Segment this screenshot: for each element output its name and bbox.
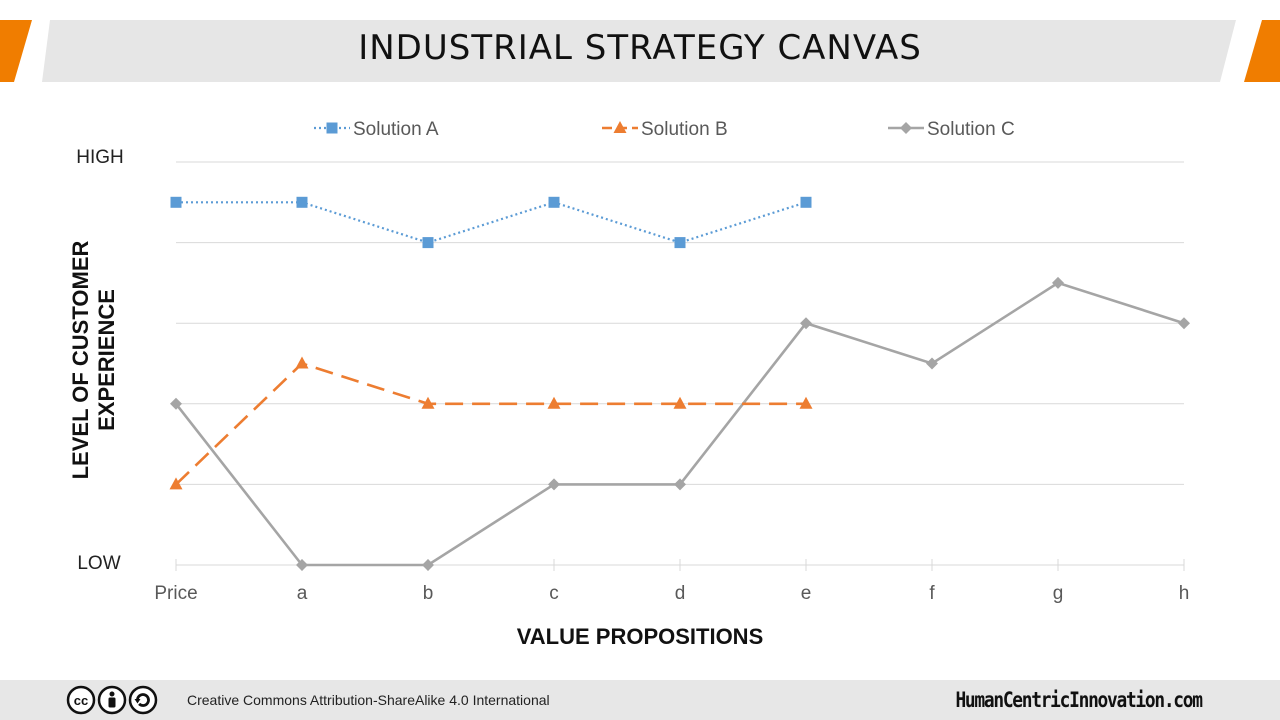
legend-label: Solution A — [353, 119, 439, 140]
license-logo: cc — [66, 685, 158, 715]
solution-c-point — [170, 397, 182, 410]
x-tick-label: d — [675, 583, 686, 604]
solution-b-point — [169, 477, 183, 490]
y-axis-tick-labels: HIGH LOW — [76, 147, 124, 574]
chart-gridlines — [176, 161, 1184, 566]
svg-text:cc: cc — [74, 693, 88, 708]
cc-icon: cc — [66, 685, 96, 715]
share-alike-icon — [128, 685, 158, 715]
solution-a-point — [548, 196, 560, 208]
x-tick-label: Price — [154, 583, 197, 604]
chart-series — [169, 196, 1190, 571]
title-banner — [42, 20, 1236, 82]
solution-a-point — [170, 196, 182, 208]
solution-b-point — [295, 356, 309, 369]
x-tick-label: a — [297, 583, 308, 604]
x-tick-label: h — [1179, 583, 1190, 604]
legend-item-solution-c: Solution C — [888, 119, 1015, 140]
solution-c-point — [422, 559, 434, 571]
legend-label: Solution C — [927, 119, 1015, 140]
y-axis-title: LEVEL OF CUSTOMEREXPERIENCE — [68, 241, 119, 480]
solution-c-point — [800, 317, 812, 330]
x-tick-label: c — [549, 583, 559, 604]
left-accent-stripe — [0, 20, 32, 82]
solution-b-line — [175, 362, 806, 486]
solution-c-point — [1052, 276, 1064, 289]
x-tick-label: e — [801, 583, 812, 604]
x-tick-label: g — [1053, 583, 1064, 604]
solution-b-point — [547, 396, 561, 409]
title-band — [0, 20, 1280, 82]
footer-bar — [0, 680, 1280, 720]
y-tick-label-low: LOW — [77, 553, 120, 574]
solution-b-point — [799, 396, 813, 409]
solution-c-point — [1178, 317, 1190, 330]
solution-c-line — [174, 281, 1185, 567]
legend-item-solution-b: Solution B — [602, 119, 728, 140]
solution-c-series — [170, 276, 1190, 571]
solution-c-point — [926, 357, 938, 370]
site-link[interactable]: HumanCentricInnovation.com — [955, 688, 1204, 712]
chart-legend: Solution A Solution B Solution C — [314, 119, 1015, 140]
solution-a-point — [674, 237, 686, 249]
solution-a-point — [800, 196, 812, 208]
legend-swatch-marker — [613, 121, 627, 133]
x-tick-label: b — [423, 583, 434, 604]
x-tick-label: f — [929, 583, 935, 604]
x-axis-tick-labels: Price a b c d e f g h — [154, 583, 1189, 604]
solution-b-point — [421, 396, 435, 409]
right-accent-stripe — [1244, 20, 1280, 82]
legend-swatch-marker — [326, 122, 338, 134]
x-axis-title: VALUE PROPOSITIONS — [517, 624, 764, 649]
solution-b-point — [673, 396, 687, 409]
legend-item-solution-a: Solution A — [314, 119, 439, 140]
y-axis-title-line: LEVEL OF CUSTOMER — [68, 241, 93, 480]
solution-b-series — [169, 356, 813, 490]
legend-label: Solution B — [641, 119, 728, 140]
slide-title: INDUSTRIAL STRATEGY CANVAS — [358, 28, 922, 68]
solution-c-point — [548, 478, 560, 491]
solution-a-line — [176, 201, 807, 244]
solution-a-series — [170, 196, 812, 249]
y-tick-label-high: HIGH — [76, 147, 124, 168]
solution-c-point — [674, 478, 686, 491]
legend-swatch-marker — [900, 122, 912, 134]
solution-c-point — [296, 559, 308, 571]
solution-a-point — [296, 196, 308, 208]
y-axis-title-line: EXPERIENCE — [94, 289, 119, 431]
solution-a-point — [422, 237, 434, 249]
attribution-icon — [97, 685, 127, 715]
license-text: Creative Commons Attribution-ShareAlike … — [187, 692, 550, 708]
